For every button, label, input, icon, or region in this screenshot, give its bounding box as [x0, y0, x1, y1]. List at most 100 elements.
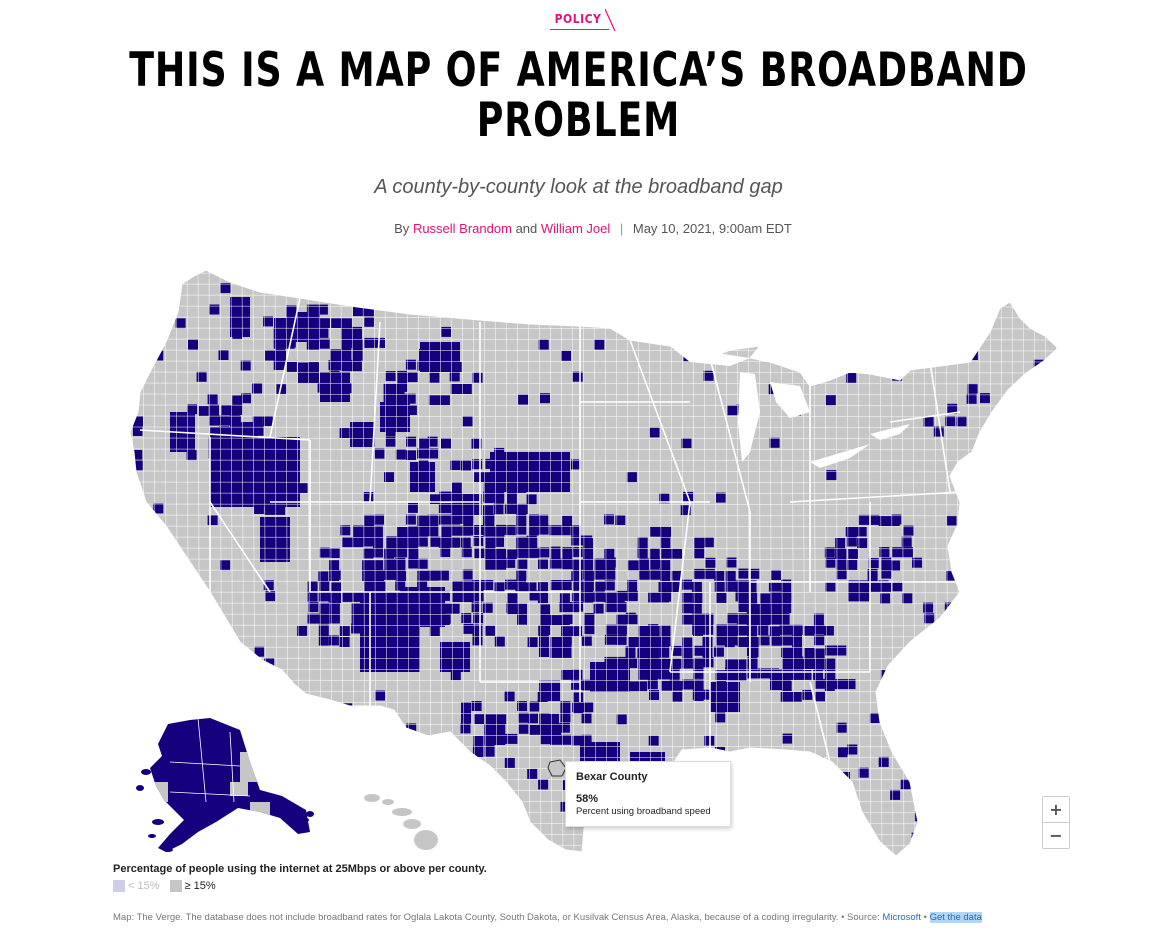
county-low-618[interactable]	[637, 681, 648, 692]
county-low-737[interactable]	[507, 812, 517, 823]
county-low-686[interactable]	[890, 734, 901, 745]
county-low-650[interactable]	[991, 701, 1002, 712]
county-low-348[interactable]	[494, 557, 516, 568]
county-low-735[interactable]	[353, 810, 364, 821]
hawaii-island-3[interactable]	[403, 819, 421, 829]
county-low-3[interactable]	[440, 263, 450, 273]
county-low-2[interactable]	[384, 263, 395, 274]
county-low-308[interactable]	[703, 537, 714, 548]
county-low-516[interactable]	[429, 626, 440, 637]
county-low-634[interactable]	[649, 690, 659, 700]
county-low-418[interactable]	[627, 580, 638, 602]
county-low-445[interactable]	[559, 593, 570, 604]
county-low-420[interactable]	[682, 579, 692, 590]
county-low-336[interactable]	[847, 548, 858, 559]
county-low-513[interactable]	[351, 623, 362, 634]
county-low-751[interactable]	[197, 845, 208, 856]
county-low-674[interactable]	[559, 722, 570, 733]
county-low-732[interactable]	[133, 812, 144, 823]
county-low-244[interactable]	[504, 503, 526, 514]
county-low-71[interactable]	[780, 338, 791, 349]
county-low-672[interactable]	[529, 724, 551, 735]
county-low-512[interactable]	[339, 626, 350, 637]
county-low-731[interactable]	[747, 799, 758, 810]
county-low-132[interactable]	[540, 393, 550, 404]
county-low-345[interactable]	[395, 557, 406, 568]
county-block-low-18[interactable]	[710, 682, 740, 712]
county-low-444[interactable]	[537, 593, 548, 604]
county-low-67[interactable]	[364, 337, 386, 348]
county-low-328[interactable]	[562, 547, 573, 569]
county-low-310[interactable]	[846, 536, 857, 547]
county-low-710[interactable]	[527, 768, 538, 779]
hawaii-island-4[interactable]	[414, 830, 438, 850]
bexar-county-highlight[interactable]	[547, 759, 567, 777]
alaska-region-high-1[interactable]	[230, 782, 248, 796]
county-low-245[interactable]	[517, 504, 528, 515]
county-low-585[interactable]	[638, 658, 649, 680]
county-low-235[interactable]	[153, 503, 164, 514]
county-low-289[interactable]	[362, 536, 373, 547]
county-low-700[interactable]	[262, 758, 273, 769]
county-low-638[interactable]	[802, 689, 813, 700]
county-low-497[interactable]	[562, 614, 573, 625]
county-low-540[interactable]	[339, 637, 350, 647]
county-low-115[interactable]	[846, 372, 857, 383]
county-low-85[interactable]	[903, 351, 914, 362]
county-low-162[interactable]	[253, 425, 264, 436]
county-low-473[interactable]	[506, 602, 517, 613]
hawaii-island-0[interactable]	[364, 794, 380, 802]
county-low-712[interactable]	[858, 767, 869, 778]
county-low-455[interactable]	[738, 591, 749, 612]
county-low-437[interactable]	[352, 591, 363, 602]
county-low-600[interactable]	[571, 669, 582, 680]
county-low-393[interactable]	[946, 570, 957, 581]
county-low-493[interactable]	[461, 613, 472, 624]
county-low-186[interactable]	[406, 450, 416, 461]
county-low-620[interactable]	[669, 679, 680, 690]
county-low-471[interactable]	[471, 602, 482, 613]
county-low-529[interactable]	[736, 625, 758, 636]
county-low-498[interactable]	[584, 613, 595, 635]
county-low-584[interactable]	[627, 658, 638, 669]
county-low-558[interactable]	[759, 635, 770, 646]
county-low-435[interactable]	[328, 592, 339, 603]
author-link-1[interactable]: Russell Brandom	[412, 221, 512, 236]
county-low-609[interactable]	[813, 669, 824, 680]
county-low-163[interactable]	[339, 428, 350, 439]
county-low-38[interactable]	[175, 318, 186, 329]
county-low-373[interactable]	[396, 571, 406, 582]
county-low-14[interactable]	[220, 283, 231, 294]
county-low-154[interactable]	[923, 416, 934, 427]
county-low-411[interactable]	[515, 582, 537, 593]
county-low-97[interactable]	[351, 359, 361, 370]
county-low-212[interactable]	[121, 482, 131, 493]
county-low-722[interactable]	[836, 779, 847, 790]
county-low-47[interactable]	[659, 317, 670, 328]
county-low-358[interactable]	[638, 558, 649, 580]
county-low-647[interactable]	[560, 701, 571, 723]
county-low-137[interactable]	[187, 404, 198, 415]
hawaii[interactable]	[364, 794, 438, 850]
county-low-421[interactable]	[691, 581, 702, 592]
county-low-375[interactable]	[427, 570, 449, 581]
county-low-247[interactable]	[207, 515, 218, 526]
county-low-578[interactable]	[804, 647, 815, 669]
county-low-346[interactable]	[407, 558, 418, 569]
county-low-84[interactable]	[781, 349, 792, 360]
county-low-223[interactable]	[363, 492, 374, 502]
county-low-29[interactable]	[153, 304, 164, 315]
county-low-416[interactable]	[595, 581, 605, 592]
county-low-156[interactable]	[956, 416, 967, 427]
county-low-42[interactable]	[320, 318, 331, 329]
county-low-479[interactable]	[605, 602, 627, 613]
county-low-316[interactable]	[363, 548, 374, 559]
county-low-300[interactable]	[485, 537, 496, 559]
county-low-569[interactable]	[625, 646, 636, 668]
county-block-low-15[interactable]	[590, 662, 630, 692]
county-low-627[interactable]	[1001, 679, 1012, 690]
county-low-630[interactable]	[375, 690, 385, 701]
county-low-688[interactable]	[263, 746, 274, 757]
county-low-111[interactable]	[449, 371, 460, 382]
county-low-11[interactable]	[902, 272, 913, 283]
